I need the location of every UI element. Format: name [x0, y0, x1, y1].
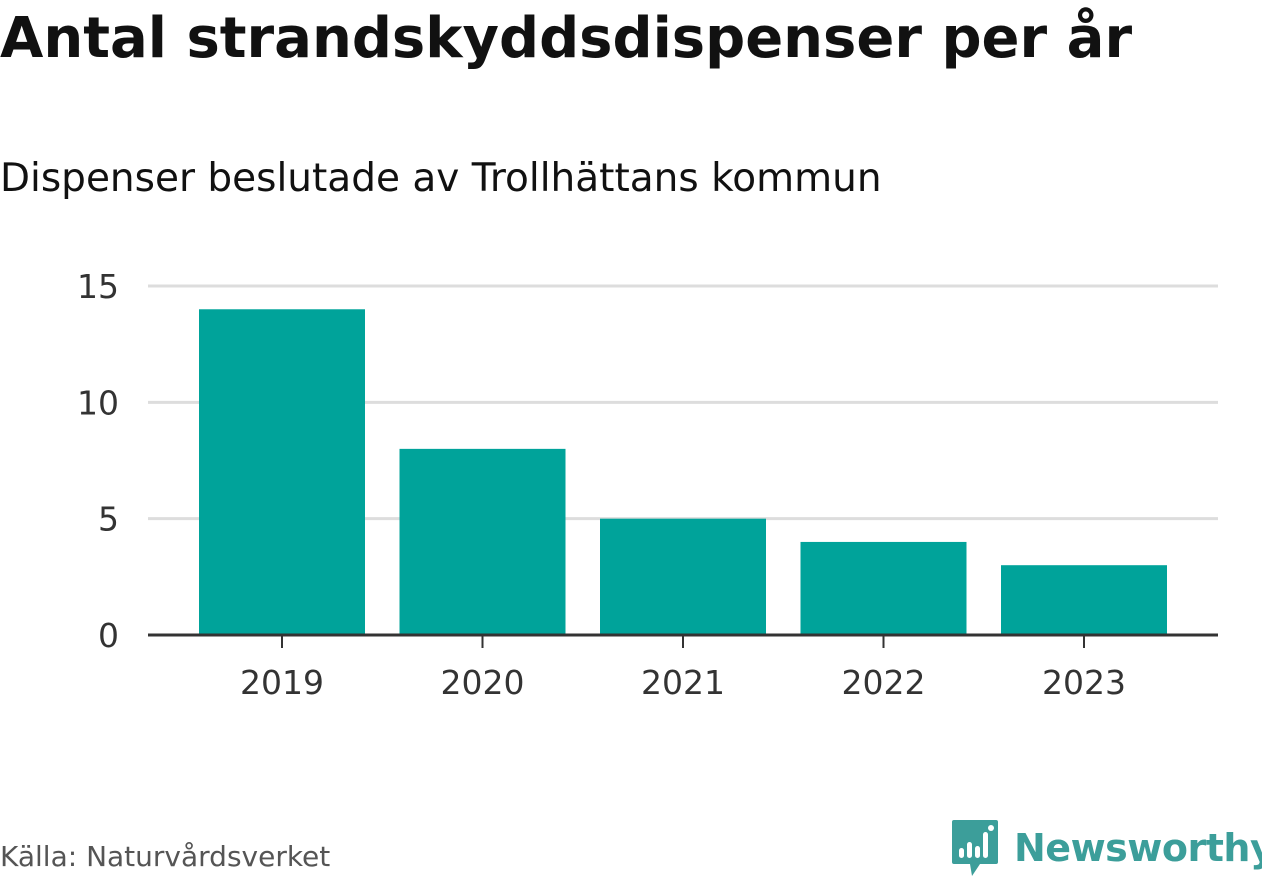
bar-2020	[399, 448, 566, 635]
x-tick-label-2022: 2022	[842, 663, 926, 702]
brand-logo-group: Newsworthy	[950, 818, 1262, 878]
axes: 0 5 10 15 2019 2020 2021 2022 2023	[77, 267, 1218, 702]
bars	[199, 309, 1167, 635]
chart-subtitle: Dispenser beslutade av Trollhättans komm…	[0, 156, 882, 201]
y-tick-label-15: 15	[77, 267, 119, 306]
chart-title: Antal strandskyddsdispenser per år	[0, 6, 1133, 71]
bar-2019	[199, 309, 365, 635]
x-tick-label-2021: 2021	[641, 663, 725, 702]
bar-2023	[1001, 565, 1167, 635]
x-tick-label-2020: 2020	[441, 663, 525, 702]
bar-2022	[800, 541, 967, 635]
y-tick-label-0: 0	[98, 616, 119, 655]
newsworthy-logo-icon	[952, 820, 998, 876]
y-tick-label-5: 5	[98, 500, 119, 539]
y-tick-label-10: 10	[77, 383, 119, 422]
bar-2021	[600, 518, 766, 635]
brand-name: Newsworthy	[1014, 826, 1262, 870]
x-tick-label-2023: 2023	[1042, 663, 1126, 702]
source-note: Källa: Naturvårdsverket	[0, 840, 331, 873]
x-tick-label-2019: 2019	[240, 663, 324, 702]
